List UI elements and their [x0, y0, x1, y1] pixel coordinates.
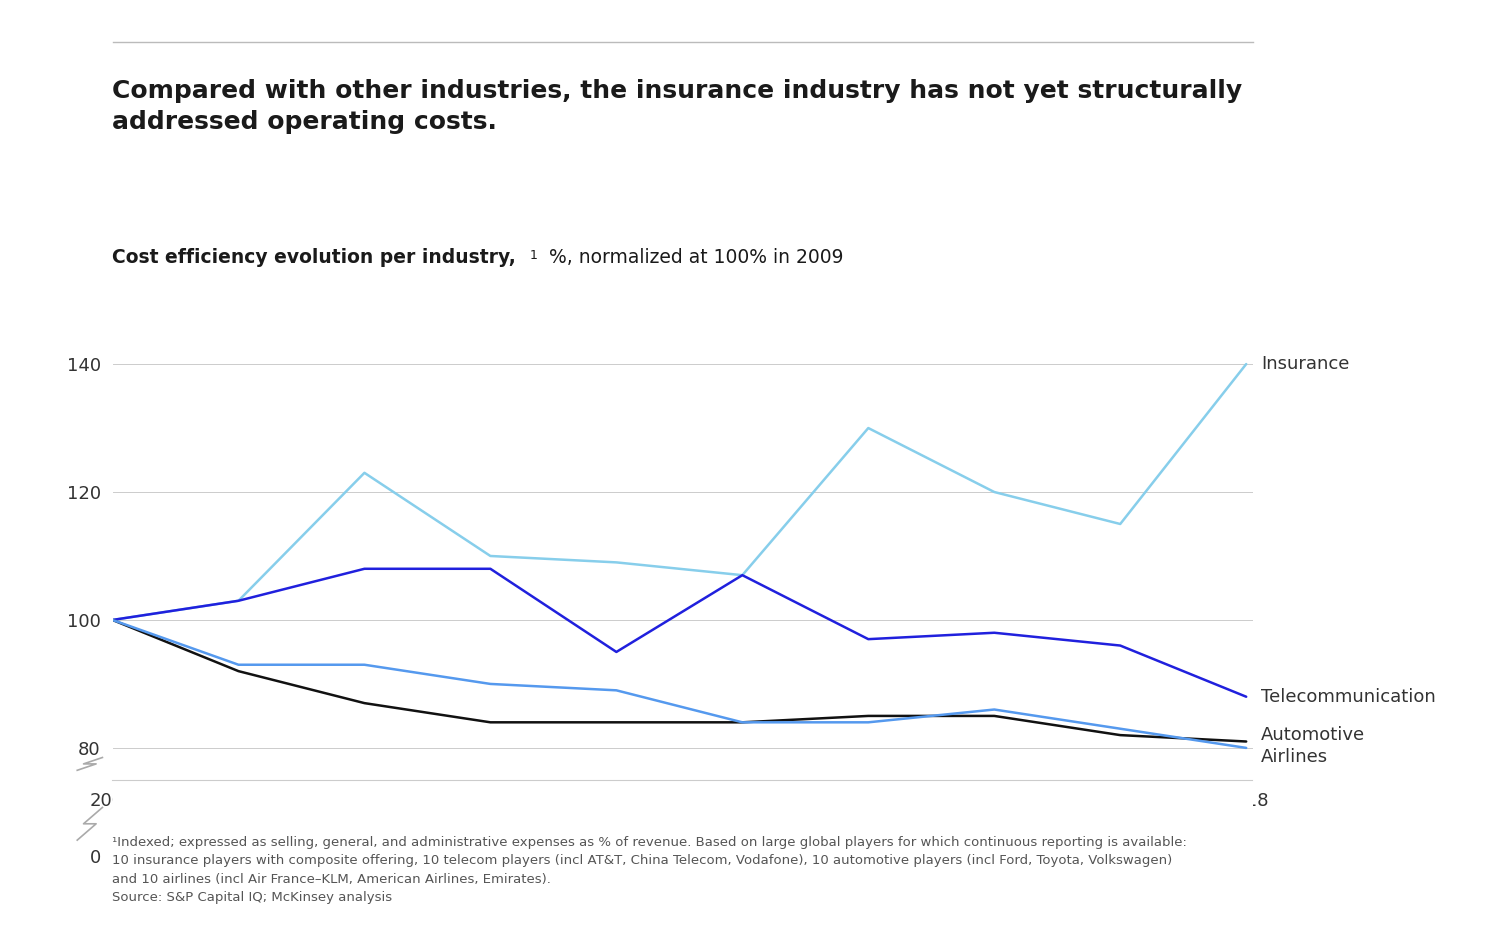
Text: Automotive: Automotive: [1262, 726, 1365, 744]
Text: Telecommunication: Telecommunication: [1262, 687, 1436, 706]
Text: 1: 1: [530, 249, 537, 262]
Text: Cost efficiency evolution per industry,: Cost efficiency evolution per industry,: [112, 248, 516, 266]
Text: %, normalized at 100% in 2009: %, normalized at 100% in 2009: [543, 248, 843, 266]
Text: ¹Indexed; expressed as selling, general, and administrative expenses as % of rev: ¹Indexed; expressed as selling, general,…: [112, 836, 1188, 904]
Text: Compared with other industries, the insurance industry has not yet structurally
: Compared with other industries, the insu…: [112, 79, 1242, 134]
Text: Airlines: Airlines: [1262, 748, 1329, 767]
Text: Insurance: Insurance: [1262, 355, 1350, 373]
